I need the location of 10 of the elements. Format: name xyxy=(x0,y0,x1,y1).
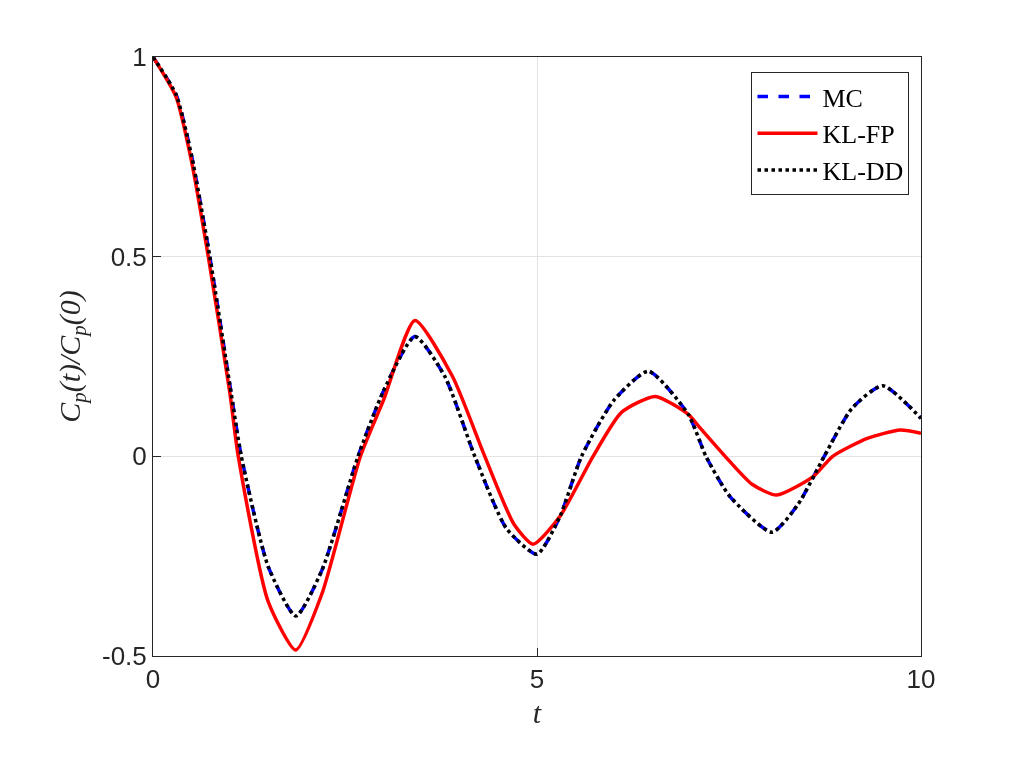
y-tick-label: 1 xyxy=(132,42,147,73)
x-axis-title: t xyxy=(532,695,542,729)
legend-label: MC xyxy=(822,83,863,113)
x-tick-label: 10 xyxy=(906,664,936,695)
y-tick-label: 0 xyxy=(132,441,147,472)
legend-label: KL-FP xyxy=(822,120,895,150)
y-tick-label: 0.5 xyxy=(110,241,147,272)
legend-label: KL-DD xyxy=(822,157,904,187)
y-tick-label: -0.5 xyxy=(101,641,147,672)
x-tick-label: 5 xyxy=(529,664,545,695)
